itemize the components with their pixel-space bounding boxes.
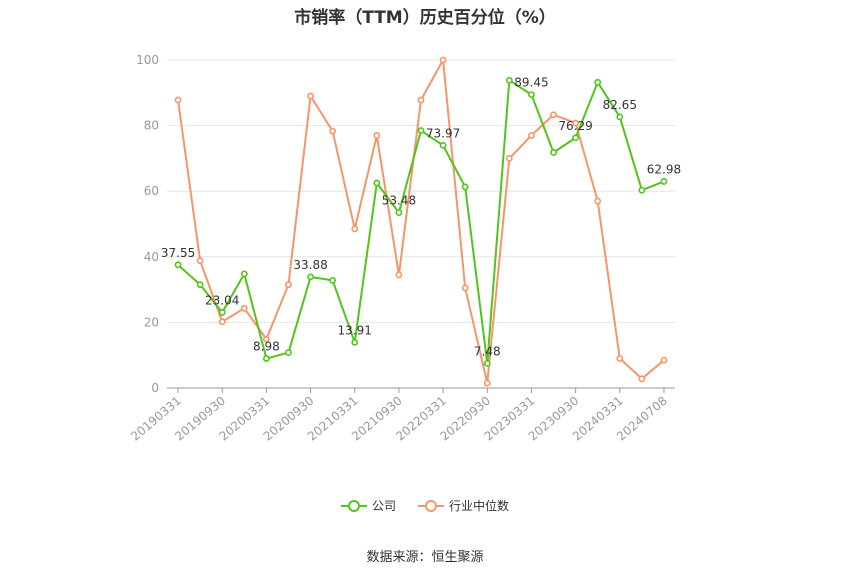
legend-label-industry-median: 行业中位数: [449, 499, 510, 513]
point-company: [638, 186, 646, 194]
point-company: [307, 273, 314, 281]
point-company: [616, 113, 624, 121]
point-industry-median: [395, 271, 403, 279]
point-industry-median: [439, 56, 447, 64]
point-company: [395, 209, 403, 216]
data-label-company: 82.65: [603, 98, 637, 112]
point-company: [196, 281, 204, 289]
legend-marker-company: [340, 499, 367, 512]
point-industry-median: [616, 355, 624, 362]
data-label-company: 89.45: [514, 76, 548, 90]
legend-item-industry-median[interactable]: 行业中位数: [418, 497, 509, 514]
data-label-company: 8.98: [253, 340, 280, 354]
point-company: [528, 91, 535, 99]
data-label-company: 62.98: [647, 162, 681, 176]
series-company: [174, 76, 668, 367]
legend-marker-industry-median: [418, 499, 444, 512]
point-company: [373, 179, 381, 187]
point-industry-median: [373, 132, 381, 139]
point-company: [417, 127, 425, 134]
y-tick-label: 0: [151, 381, 159, 395]
legend: 公司 行业中位数: [0, 497, 850, 514]
data-label-company: 23.04: [205, 293, 239, 307]
point-industry-median: [329, 127, 337, 135]
data-label-company: 33.88: [293, 258, 327, 272]
point-company: [594, 78, 602, 86]
point-company: [285, 349, 292, 356]
y-tick-label: 20: [144, 315, 159, 329]
point-industry-median: [461, 284, 469, 292]
point-company: [240, 270, 248, 278]
point-company: [550, 149, 557, 156]
point-company: [439, 141, 447, 149]
point-industry-median: [174, 96, 182, 104]
point-company: [174, 261, 182, 269]
data-label-company: 53.48: [382, 194, 416, 208]
point-company: [218, 309, 226, 316]
point-industry-median: [218, 318, 226, 326]
legend-item-company[interactable]: 公司: [340, 497, 396, 514]
point-company: [351, 338, 359, 346]
data-label-company: 7.48: [474, 344, 501, 358]
data-label-company: 73.97: [426, 126, 460, 140]
point-company: [572, 134, 580, 142]
point-industry-median: [307, 92, 314, 100]
point-company: [461, 183, 469, 191]
series-industry-median: [174, 56, 668, 387]
point-industry-median: [351, 225, 359, 233]
axes: 0204060801002019033120190930202003312020…: [128, 53, 670, 444]
point-industry-median: [417, 96, 425, 104]
legend-label-company: 公司: [371, 499, 396, 513]
point-company: [262, 355, 270, 362]
data-source: 数据来源：恒生聚源: [366, 550, 484, 565]
line-industry-median: [177, 59, 665, 385]
series-layer: [174, 56, 668, 387]
point-industry-median: [196, 257, 204, 265]
data-label-company: 13.91: [338, 323, 372, 337]
data-label-company: 37.55: [161, 246, 195, 260]
y-tick-label: 100: [136, 53, 159, 67]
y-tick-label: 60: [144, 184, 159, 198]
grid-lines: [167, 59, 675, 389]
point-industry-median: [638, 375, 646, 383]
point-industry-median: [262, 335, 270, 343]
point-company: [660, 178, 668, 185]
y-tick-label: 80: [144, 119, 159, 133]
chart-title: 市销率（TTM）历史百分位（%）: [294, 8, 556, 28]
y-tick-label: 40: [144, 250, 159, 264]
data-labels: 37.55 23.04 8.98 33.88 13.91 53.48 73.97 7.48 89…: [161, 76, 681, 359]
point-company: [329, 277, 337, 284]
point-industry-median: [505, 154, 513, 162]
point-industry-median: [528, 132, 535, 139]
point-industry-median: [285, 281, 292, 289]
point-industry-median: [483, 379, 491, 387]
point-industry-median: [240, 304, 248, 312]
point-industry-median: [572, 119, 580, 127]
data-label-company: 76.29: [558, 119, 592, 133]
point-company: [505, 76, 513, 84]
point-industry-median: [550, 111, 557, 119]
point-company: [483, 360, 491, 367]
point-industry-median: [594, 197, 602, 205]
point-industry-median: [660, 356, 668, 364]
